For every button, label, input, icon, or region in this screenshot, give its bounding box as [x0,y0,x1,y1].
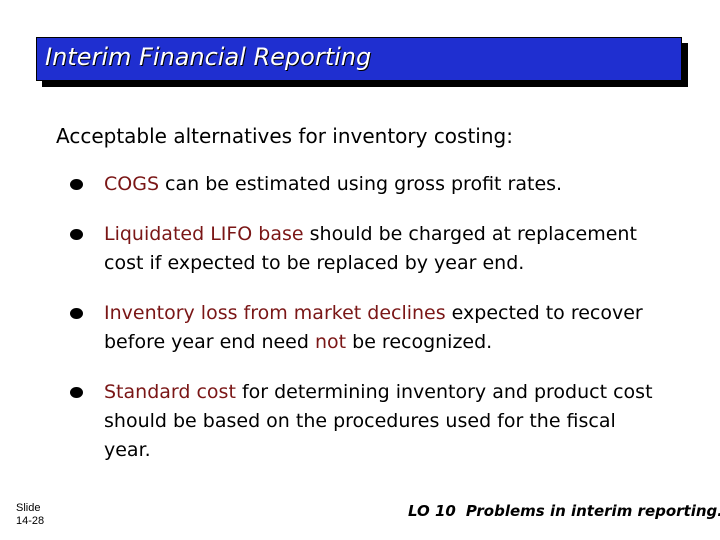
lo-label: LO 10 [408,502,456,520]
bullet-dot-icon [70,387,83,398]
bullet-rest: should be charged at replacement cost if… [104,223,637,274]
bullet-rest: can be estimated using gross profit rate… [159,173,563,195]
bullet-emphasis: not [314,331,347,353]
bullet-text: COGS can be estimated using gross profit… [104,170,664,199]
slide-title: Interim Financial Reporting [45,43,372,71]
intro-text: Acceptable alternatives for inventory co… [56,124,513,148]
bullet-lead: Standard cost [104,381,236,403]
slide-number: Slide 14-28 [16,502,44,528]
bullet-dot-icon [70,229,83,240]
bullet-text: Liquidated LIFO base should be charged a… [104,220,664,278]
bullet-dot-icon [70,308,83,319]
bullet-text: Standard cost for determining inventory … [104,378,664,465]
title-bar: Interim Financial Reporting [36,37,682,81]
bullet-rest-b: be recognized. [346,331,493,353]
lo-description: Problems in interim reporting. [465,502,720,520]
slide-number-value: 14-28 [16,515,45,527]
bullet-rest: for determining inventory and product co… [104,381,653,461]
slide-label: Slide [16,502,41,514]
bullet-lead: Liquidated LIFO base [104,223,304,245]
bullet-dot-icon [70,179,83,190]
bullet-text: Inventory loss from market declines expe… [104,299,664,357]
bullet-lead: COGS [104,173,160,195]
bullet-rest-a: expected to recover before year end need [104,302,643,353]
bullet-lead: Inventory loss from market declines [104,302,446,324]
learning-objective: LO 10 Problems in interim reporting. [408,502,720,520]
